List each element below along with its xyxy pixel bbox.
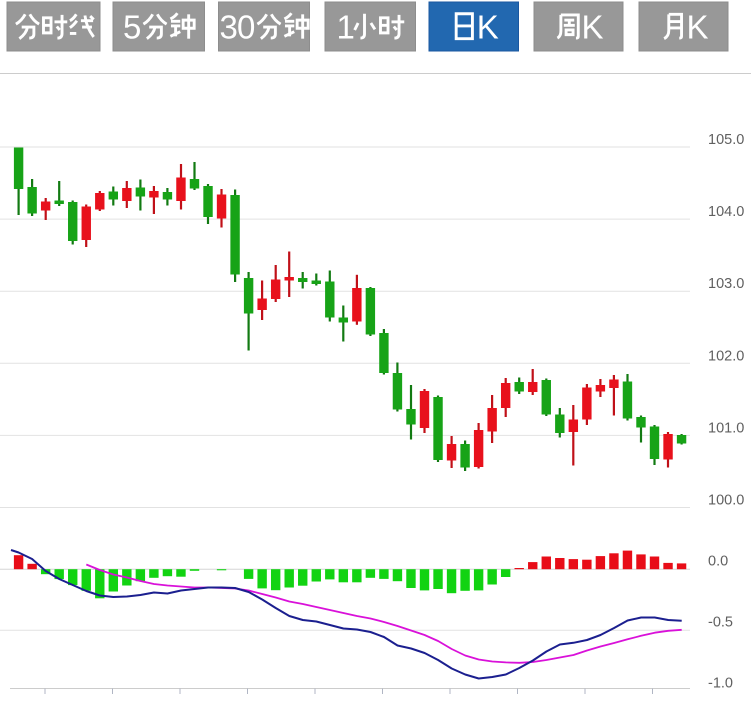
svg-text:1: 1 <box>337 9 355 46</box>
svg-text:105.0: 105.0 <box>708 132 744 148</box>
svg-text:K: K <box>687 9 709 46</box>
svg-text:0: 0 <box>237 9 255 46</box>
svg-text:101.0: 101.0 <box>708 420 744 436</box>
svg-text:-1.0: -1.0 <box>708 675 733 691</box>
svg-text:-0.5: -0.5 <box>708 615 733 631</box>
svg-text:0.0: 0.0 <box>708 554 728 570</box>
svg-text:3: 3 <box>220 9 238 46</box>
svg-text:K: K <box>477 9 499 46</box>
svg-text:K: K <box>582 9 604 46</box>
svg-text:104.0: 104.0 <box>708 204 744 220</box>
svg-text:100.0: 100.0 <box>708 493 744 509</box>
svg-text:102.0: 102.0 <box>708 348 744 364</box>
svg-text:103.0: 103.0 <box>708 276 744 292</box>
svg-text:5: 5 <box>123 9 141 46</box>
